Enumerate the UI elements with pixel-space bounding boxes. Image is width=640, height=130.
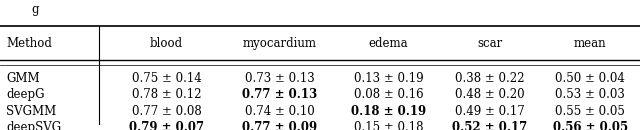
Text: 0.56 ± 0.05: 0.56 ± 0.05 <box>552 121 628 130</box>
Text: 0.53 ± 0.03: 0.53 ± 0.03 <box>555 88 625 101</box>
Text: 0.74 ± 0.10: 0.74 ± 0.10 <box>245 105 314 118</box>
Text: 0.18 ± 0.19: 0.18 ± 0.19 <box>351 105 426 118</box>
Text: blood: blood <box>150 37 183 50</box>
Text: deepSVG: deepSVG <box>6 121 61 130</box>
Text: scar: scar <box>477 37 502 50</box>
Text: 0.48 ± 0.20: 0.48 ± 0.20 <box>455 88 524 101</box>
Text: Method: Method <box>6 37 52 50</box>
Text: 0.13 ± 0.19: 0.13 ± 0.19 <box>354 72 423 85</box>
Text: 0.52 ± 0.17: 0.52 ± 0.17 <box>452 121 527 130</box>
Text: 0.55 ± 0.05: 0.55 ± 0.05 <box>555 105 625 118</box>
Text: 0.15 ± 0.18: 0.15 ± 0.18 <box>354 121 423 130</box>
Text: myocardium: myocardium <box>243 37 317 50</box>
Text: 0.38 ± 0.22: 0.38 ± 0.22 <box>455 72 524 85</box>
Text: SVGMM: SVGMM <box>6 105 57 118</box>
Text: 0.77 ± 0.09: 0.77 ± 0.09 <box>242 121 317 130</box>
Text: 0.50 ± 0.04: 0.50 ± 0.04 <box>555 72 625 85</box>
Text: g: g <box>31 3 39 16</box>
Text: 0.77 ± 0.08: 0.77 ± 0.08 <box>132 105 201 118</box>
Text: 0.75 ± 0.14: 0.75 ± 0.14 <box>132 72 201 85</box>
Text: 0.79 ± 0.07: 0.79 ± 0.07 <box>129 121 204 130</box>
Text: 0.77 ± 0.13: 0.77 ± 0.13 <box>242 88 317 101</box>
Text: mean: mean <box>574 37 606 50</box>
Text: 0.78 ± 0.12: 0.78 ± 0.12 <box>132 88 201 101</box>
Text: deepG: deepG <box>6 88 45 101</box>
Text: GMM: GMM <box>6 72 40 85</box>
Text: 0.49 ± 0.17: 0.49 ± 0.17 <box>455 105 524 118</box>
Text: 0.73 ± 0.13: 0.73 ± 0.13 <box>245 72 314 85</box>
Text: edema: edema <box>369 37 408 50</box>
Text: 0.08 ± 0.16: 0.08 ± 0.16 <box>354 88 423 101</box>
